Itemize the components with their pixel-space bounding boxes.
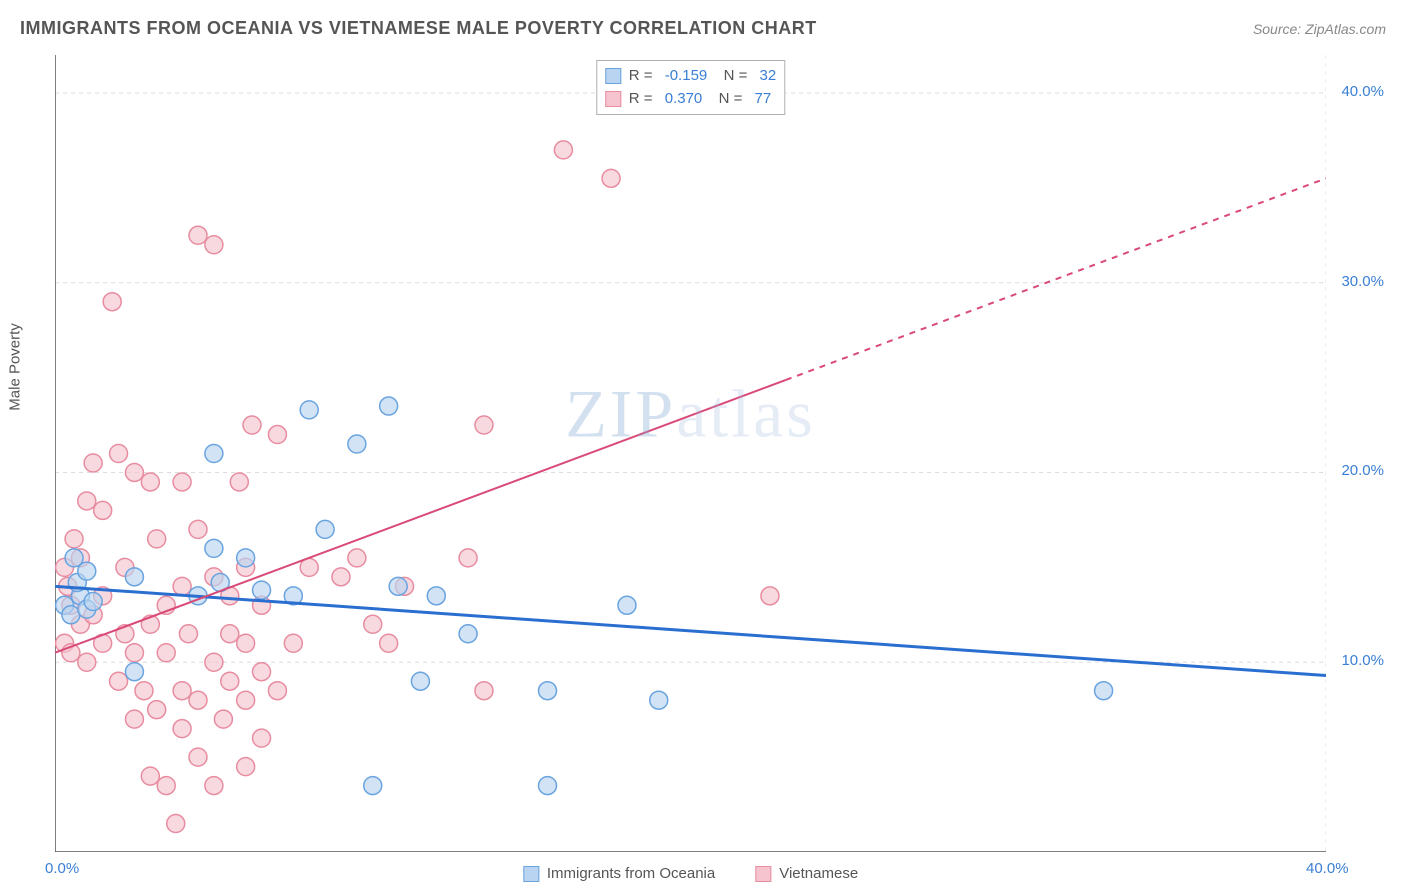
chart-title: IMMIGRANTS FROM OCEANIA VS VIETNAMESE MA… <box>20 18 817 39</box>
y-tick-label: 10.0% <box>1341 652 1384 669</box>
y-tick-label: 20.0% <box>1341 462 1384 479</box>
r-value-vietnamese: 0.370 <box>665 88 703 111</box>
swatch-oceania-bottom <box>523 866 539 882</box>
chart-container: IMMIGRANTS FROM OCEANIA VS VIETNAMESE MA… <box>0 0 1406 892</box>
legend-label-vietnamese: Vietnamese <box>779 865 858 882</box>
chart-area: ZIPatlas R = -0.159 N = 32 R = 0.370 N =… <box>55 55 1326 852</box>
source-label: Source: ZipAtlas.com <box>1253 21 1386 37</box>
x-tick-label: 40.0% <box>1306 860 1349 877</box>
legend-row-oceania: R = -0.159 N = 32 <box>605 65 776 88</box>
x-tick-label: 0.0% <box>45 860 79 877</box>
correlation-legend: R = -0.159 N = 32 R = 0.370 N = 77 <box>596 60 785 115</box>
series-legend: Immigrants from Oceania Vietnamese <box>523 865 858 882</box>
swatch-vietnamese <box>605 91 621 107</box>
legend-item-vietnamese: Vietnamese <box>755 865 858 882</box>
swatch-vietnamese-bottom <box>755 866 771 882</box>
y-tick-label: 40.0% <box>1341 83 1384 100</box>
n-value-oceania: 32 <box>760 65 777 88</box>
y-axis-label: Male Poverty <box>7 323 24 411</box>
y-tick-label: 30.0% <box>1341 273 1384 290</box>
legend-row-vietnamese: R = 0.370 N = 77 <box>605 88 776 111</box>
legend-label-oceania: Immigrants from Oceania <box>547 865 715 882</box>
header: IMMIGRANTS FROM OCEANIA VS VIETNAMESE MA… <box>20 18 1386 39</box>
plot-svg <box>55 55 1326 852</box>
legend-item-oceania: Immigrants from Oceania <box>523 865 715 882</box>
n-value-vietnamese: 77 <box>755 88 772 111</box>
swatch-oceania <box>605 68 621 84</box>
r-value-oceania: -0.159 <box>665 65 708 88</box>
